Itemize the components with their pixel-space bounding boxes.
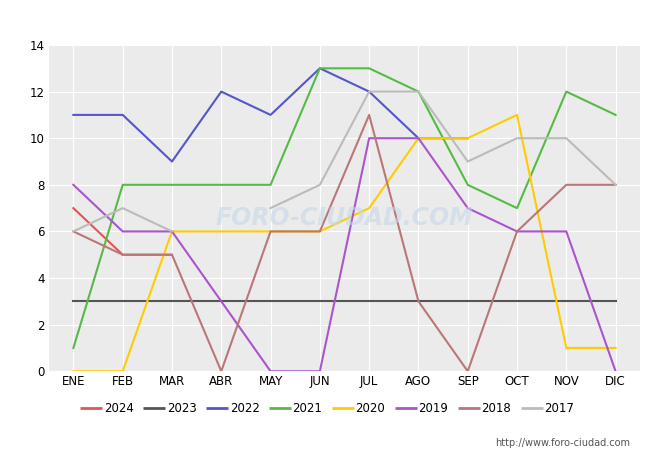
Text: 2021: 2021 xyxy=(292,402,322,415)
Text: http://www.foro-ciudad.com: http://www.foro-ciudad.com xyxy=(495,438,630,448)
Text: 2018: 2018 xyxy=(482,402,512,415)
Text: 2023: 2023 xyxy=(166,402,196,415)
Text: FORO-CIUDAD.COM: FORO-CIUDAD.COM xyxy=(216,206,473,230)
Text: 2024: 2024 xyxy=(104,402,134,415)
Text: Afiliados en Villa de Ves a 31/5/2024: Afiliados en Villa de Ves a 31/5/2024 xyxy=(161,10,489,28)
Text: 2022: 2022 xyxy=(229,402,259,415)
Text: 2017: 2017 xyxy=(545,402,575,415)
Text: 2019: 2019 xyxy=(419,402,448,415)
Text: 2020: 2020 xyxy=(356,402,385,415)
